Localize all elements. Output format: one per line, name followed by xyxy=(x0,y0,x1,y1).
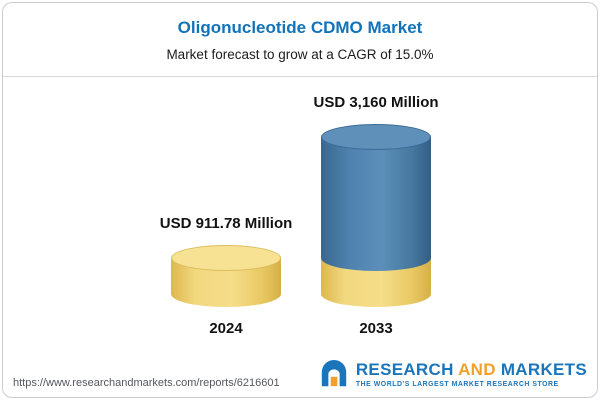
logo-word-and: AND xyxy=(458,359,496,379)
cylinder-growth-segment-2033 xyxy=(321,137,431,271)
logo-tagline: THE WORLD'S LARGEST MARKET RESEARCH STOR… xyxy=(355,380,559,388)
logo-word-research: RESEARCH xyxy=(355,359,454,379)
year-label-2033: 2033 xyxy=(359,320,393,337)
logo-text-block: RESEARCH AND MARKETS THE WORLD'S LARGEST… xyxy=(356,361,587,388)
bar-chart: USD 911.78 Million 2024 USD 3,160 Millio… xyxy=(3,81,597,337)
page-title: Oligonucleotide CDMO Market xyxy=(177,18,423,37)
value-label-2024: USD 911.78 Million xyxy=(159,215,293,232)
chart-header: Oligonucleotide CDMO Market Market forec… xyxy=(3,3,597,62)
cylinder-bar-2024 xyxy=(171,245,281,307)
cylinder-top-ellipse-2024 xyxy=(171,245,281,271)
footer: https://www.researchandmarkets.com/repor… xyxy=(3,359,597,397)
research-and-markets-logo: RESEARCH AND MARKETS THE WORLD'S LARGEST… xyxy=(319,359,587,389)
year-label-2024: 2024 xyxy=(209,320,243,337)
bar-group-2033: USD 3,160 Million 2033 xyxy=(313,94,438,337)
bar-group-2024: USD 911.78 Million 2024 xyxy=(160,215,293,337)
logo-wordmark: RESEARCH AND MARKETS xyxy=(356,361,587,378)
header-divider xyxy=(3,76,597,77)
value-label-2033: USD 3,160 Million xyxy=(313,94,439,111)
cylinder-top-ellipse-2033 xyxy=(321,124,431,150)
logo-word-markets: MARKETS xyxy=(500,359,587,379)
report-url-link[interactable]: https://www.researchandmarkets.com/repor… xyxy=(13,377,280,389)
research-and-markets-logo-icon xyxy=(319,359,349,389)
page-subtitle: Market forecast to grow at a CAGR of 15.… xyxy=(166,47,434,62)
cylinder-bar-2033 xyxy=(321,124,431,307)
